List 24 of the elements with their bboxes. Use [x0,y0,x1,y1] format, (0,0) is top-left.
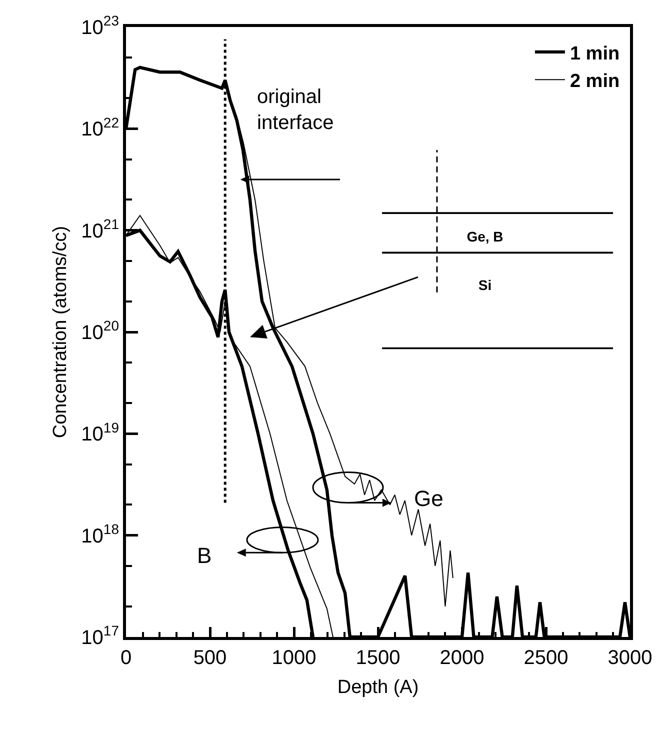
y-axis-title: Concentration (atoms/cc) [50,226,72,438]
annotation: Si [478,277,492,294]
x-tick-label: 1000 [272,647,316,669]
y-tick-label: 10$^{19}$ [81,419,120,446]
x-axis-title: Depth (A) [337,676,419,698]
x-tick-label: 3000 [608,647,652,669]
x-tick-label: 2500 [524,647,568,669]
annotation: original interface [257,86,334,134]
legend-label: 2 min [570,71,620,92]
y-tick-label: 10$^{18}$ [81,520,120,548]
y-tick-label: 10$^{23}$ [81,12,120,39]
y-tick-label: 10$^{17}$ [81,622,120,649]
annotation: Ge [414,486,444,511]
annotation: Ge, B [466,228,504,244]
y-tick-label: 10$^{20}$ [81,318,120,344]
x-tick-label: 500 [193,647,227,669]
legend-label: 1 min [570,43,620,64]
y-tick-label: 10$^{22}$ [81,114,120,141]
y-tick-label: 10$^{21}$ [81,216,120,242]
x-tick-label: 0 [120,647,132,669]
annotation: B [197,543,212,568]
x-tick-label: 2000 [440,647,484,669]
layer-sketch: Ge, B Si [382,150,614,350]
x-tick-label: 1500 [356,647,400,669]
